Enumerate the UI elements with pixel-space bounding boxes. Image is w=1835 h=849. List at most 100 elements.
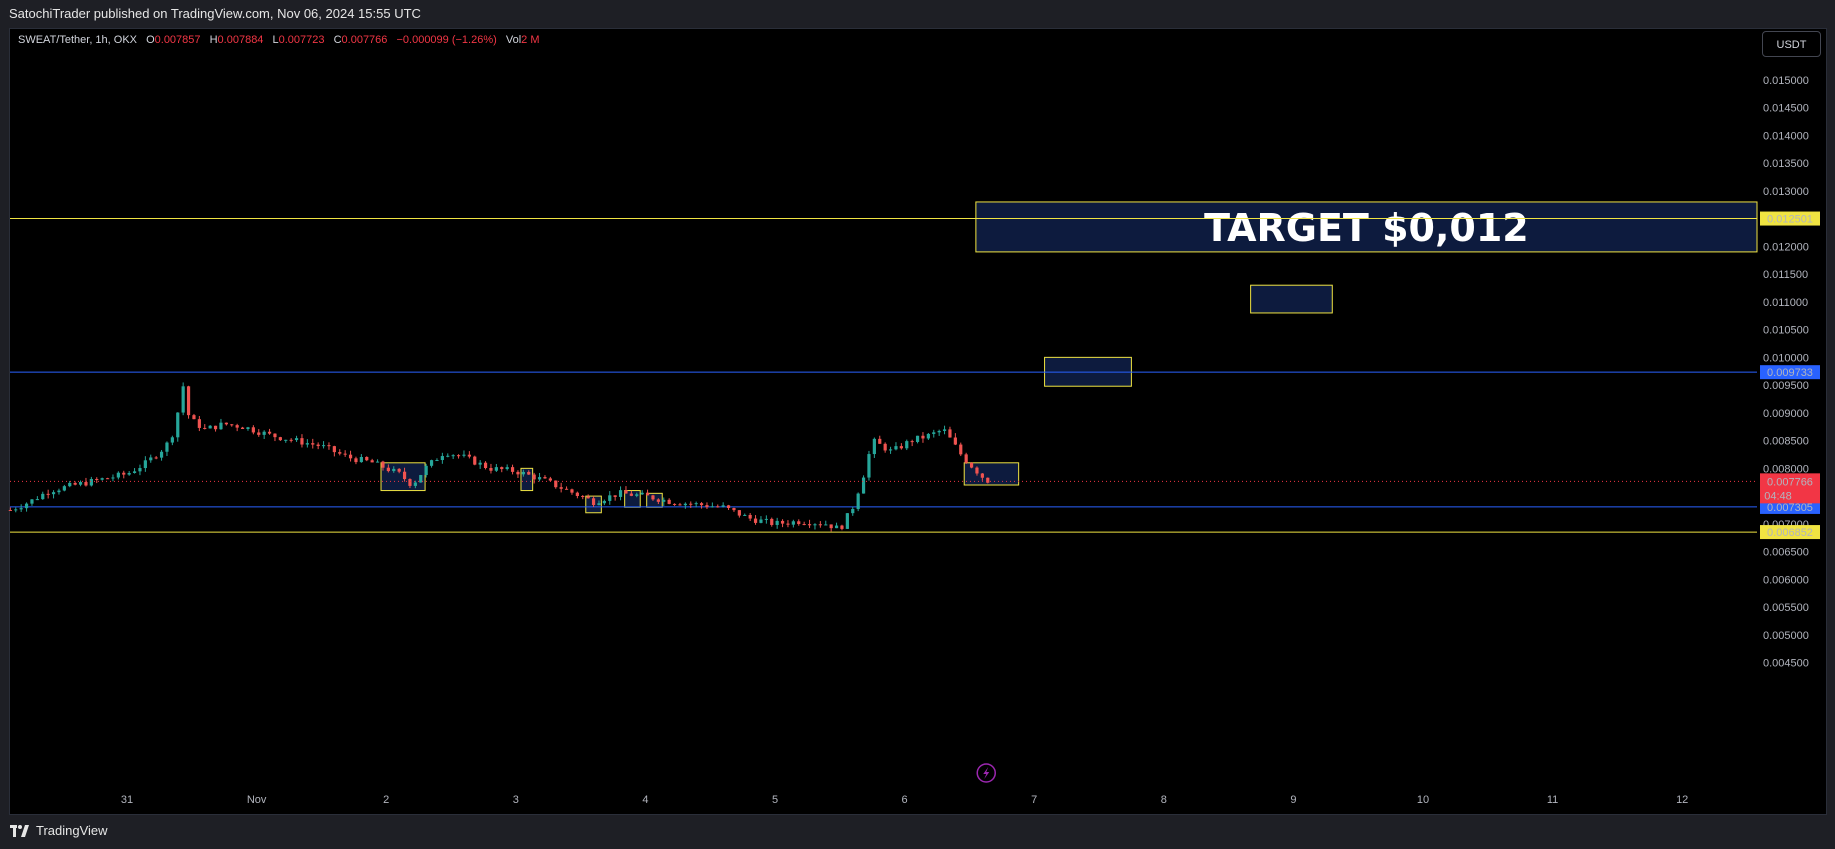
candle-body <box>721 505 725 507</box>
candle-body <box>251 427 255 433</box>
candle-body <box>181 386 185 413</box>
candle-body <box>246 427 250 429</box>
price-level-badge <box>1760 499 1820 514</box>
volume-value: 2 M <box>521 34 540 46</box>
candle-body <box>111 477 115 479</box>
price-chart[interactable]: 0.0155000.0150000.0145000.0140000.013500… <box>0 0 1835 815</box>
candle-body <box>905 441 909 449</box>
candle-body <box>613 495 617 497</box>
volume-label: Vol <box>505 34 522 46</box>
candle-body <box>743 514 747 516</box>
candle-body <box>359 456 363 463</box>
candle-body <box>365 456 369 461</box>
low-label: L <box>272 34 279 46</box>
candle-body <box>548 478 552 481</box>
candle-body <box>591 498 596 505</box>
candle-body <box>505 467 509 470</box>
candle-body <box>818 524 822 526</box>
candle-body <box>105 478 110 480</box>
candle-body <box>694 503 698 505</box>
candle-body <box>780 520 785 524</box>
x-axis-tick-label: 10 <box>1417 794 1429 806</box>
highlight-zone <box>520 467 534 492</box>
y-axis-tick-label: 0.008500 <box>1763 436 1809 448</box>
candle-body <box>73 482 77 485</box>
candle-body <box>834 525 839 529</box>
candle-body <box>402 471 407 480</box>
x-axis-tick-label: 12 <box>1676 794 1688 806</box>
candle-body <box>483 462 488 468</box>
footer-bar: TradingView <box>0 815 1835 849</box>
chart-pane[interactable] <box>9 28 1827 815</box>
candle-body <box>986 477 990 483</box>
candle-body <box>311 443 315 445</box>
publisher-header: SatochiTrader published on TradingView.c… <box>0 0 1835 28</box>
candle-body <box>753 518 758 523</box>
candle-body <box>8 509 12 511</box>
candle-body <box>932 432 936 434</box>
candle-body <box>883 443 887 451</box>
candle-body <box>386 467 390 472</box>
y-axis-tick-label: 0.013500 <box>1763 158 1809 170</box>
candle-body <box>24 503 29 509</box>
candle-body <box>316 444 320 447</box>
tradingview-brand[interactable]: TradingView <box>10 823 108 838</box>
candle-body <box>392 468 396 472</box>
candle-body <box>116 472 120 478</box>
candle-body <box>851 509 855 514</box>
candle-body <box>748 514 752 519</box>
candle-body <box>165 442 169 452</box>
candle-body <box>62 486 66 491</box>
candle-body <box>586 496 590 499</box>
candle-body <box>68 482 72 487</box>
candle-body <box>473 456 477 465</box>
candle-body <box>127 473 131 475</box>
candle-body <box>894 446 898 450</box>
y-axis-tick-label: 0.011000 <box>1763 297 1808 309</box>
candle-body <box>926 433 930 439</box>
candle-body <box>791 521 795 525</box>
change-value: −0.000099 (−1.26%) <box>396 34 497 46</box>
candle-body <box>559 487 563 489</box>
candle-body <box>656 499 660 502</box>
candle-body <box>948 429 952 438</box>
tradingview-logo-icon <box>10 824 29 837</box>
current-price-badge <box>1760 473 1820 504</box>
candle-body <box>213 425 218 430</box>
candle-body <box>494 467 498 471</box>
candle-body <box>489 467 493 471</box>
lightning-icon <box>983 767 990 779</box>
candle-body <box>537 477 542 480</box>
price-level-badge <box>1760 525 1820 540</box>
candle-body <box>143 460 147 469</box>
candle-body <box>899 446 903 449</box>
candle-body <box>797 521 801 525</box>
y-axis-tick-label: 0.010000 <box>1763 352 1809 364</box>
candle-body <box>208 425 212 429</box>
candle-body <box>192 415 196 420</box>
candle-body <box>516 471 520 475</box>
candle-body <box>375 461 380 463</box>
x-axis-tick-label: 7 <box>1031 794 1037 806</box>
candle-body <box>959 444 963 455</box>
price-level-badge-label: 0.012501 <box>1767 214 1813 226</box>
candle-body <box>408 479 412 486</box>
event-marker-icon[interactable] <box>976 763 996 783</box>
candle-body <box>240 427 245 429</box>
currency-button[interactable]: USDT <box>1762 31 1821 57</box>
candle-body <box>462 454 466 456</box>
candle-body <box>608 495 612 501</box>
candle-body <box>57 490 61 493</box>
y-axis-tick-label: 0.014500 <box>1763 103 1809 115</box>
candle-body <box>867 454 871 478</box>
y-axis-tick-label: 0.005500 <box>1763 602 1809 614</box>
candle-body <box>640 492 644 495</box>
x-axis-tick-label: 6 <box>902 794 908 806</box>
symbol-label[interactable]: SWEAT/Tether, 1h, OKX <box>18 34 138 46</box>
candle-body <box>921 435 925 439</box>
candle-body <box>230 424 234 426</box>
y-axis-tick-label: 0.006500 <box>1763 547 1809 559</box>
candle-body <box>138 468 142 472</box>
candle-body <box>829 524 833 529</box>
candle-body <box>564 488 569 490</box>
